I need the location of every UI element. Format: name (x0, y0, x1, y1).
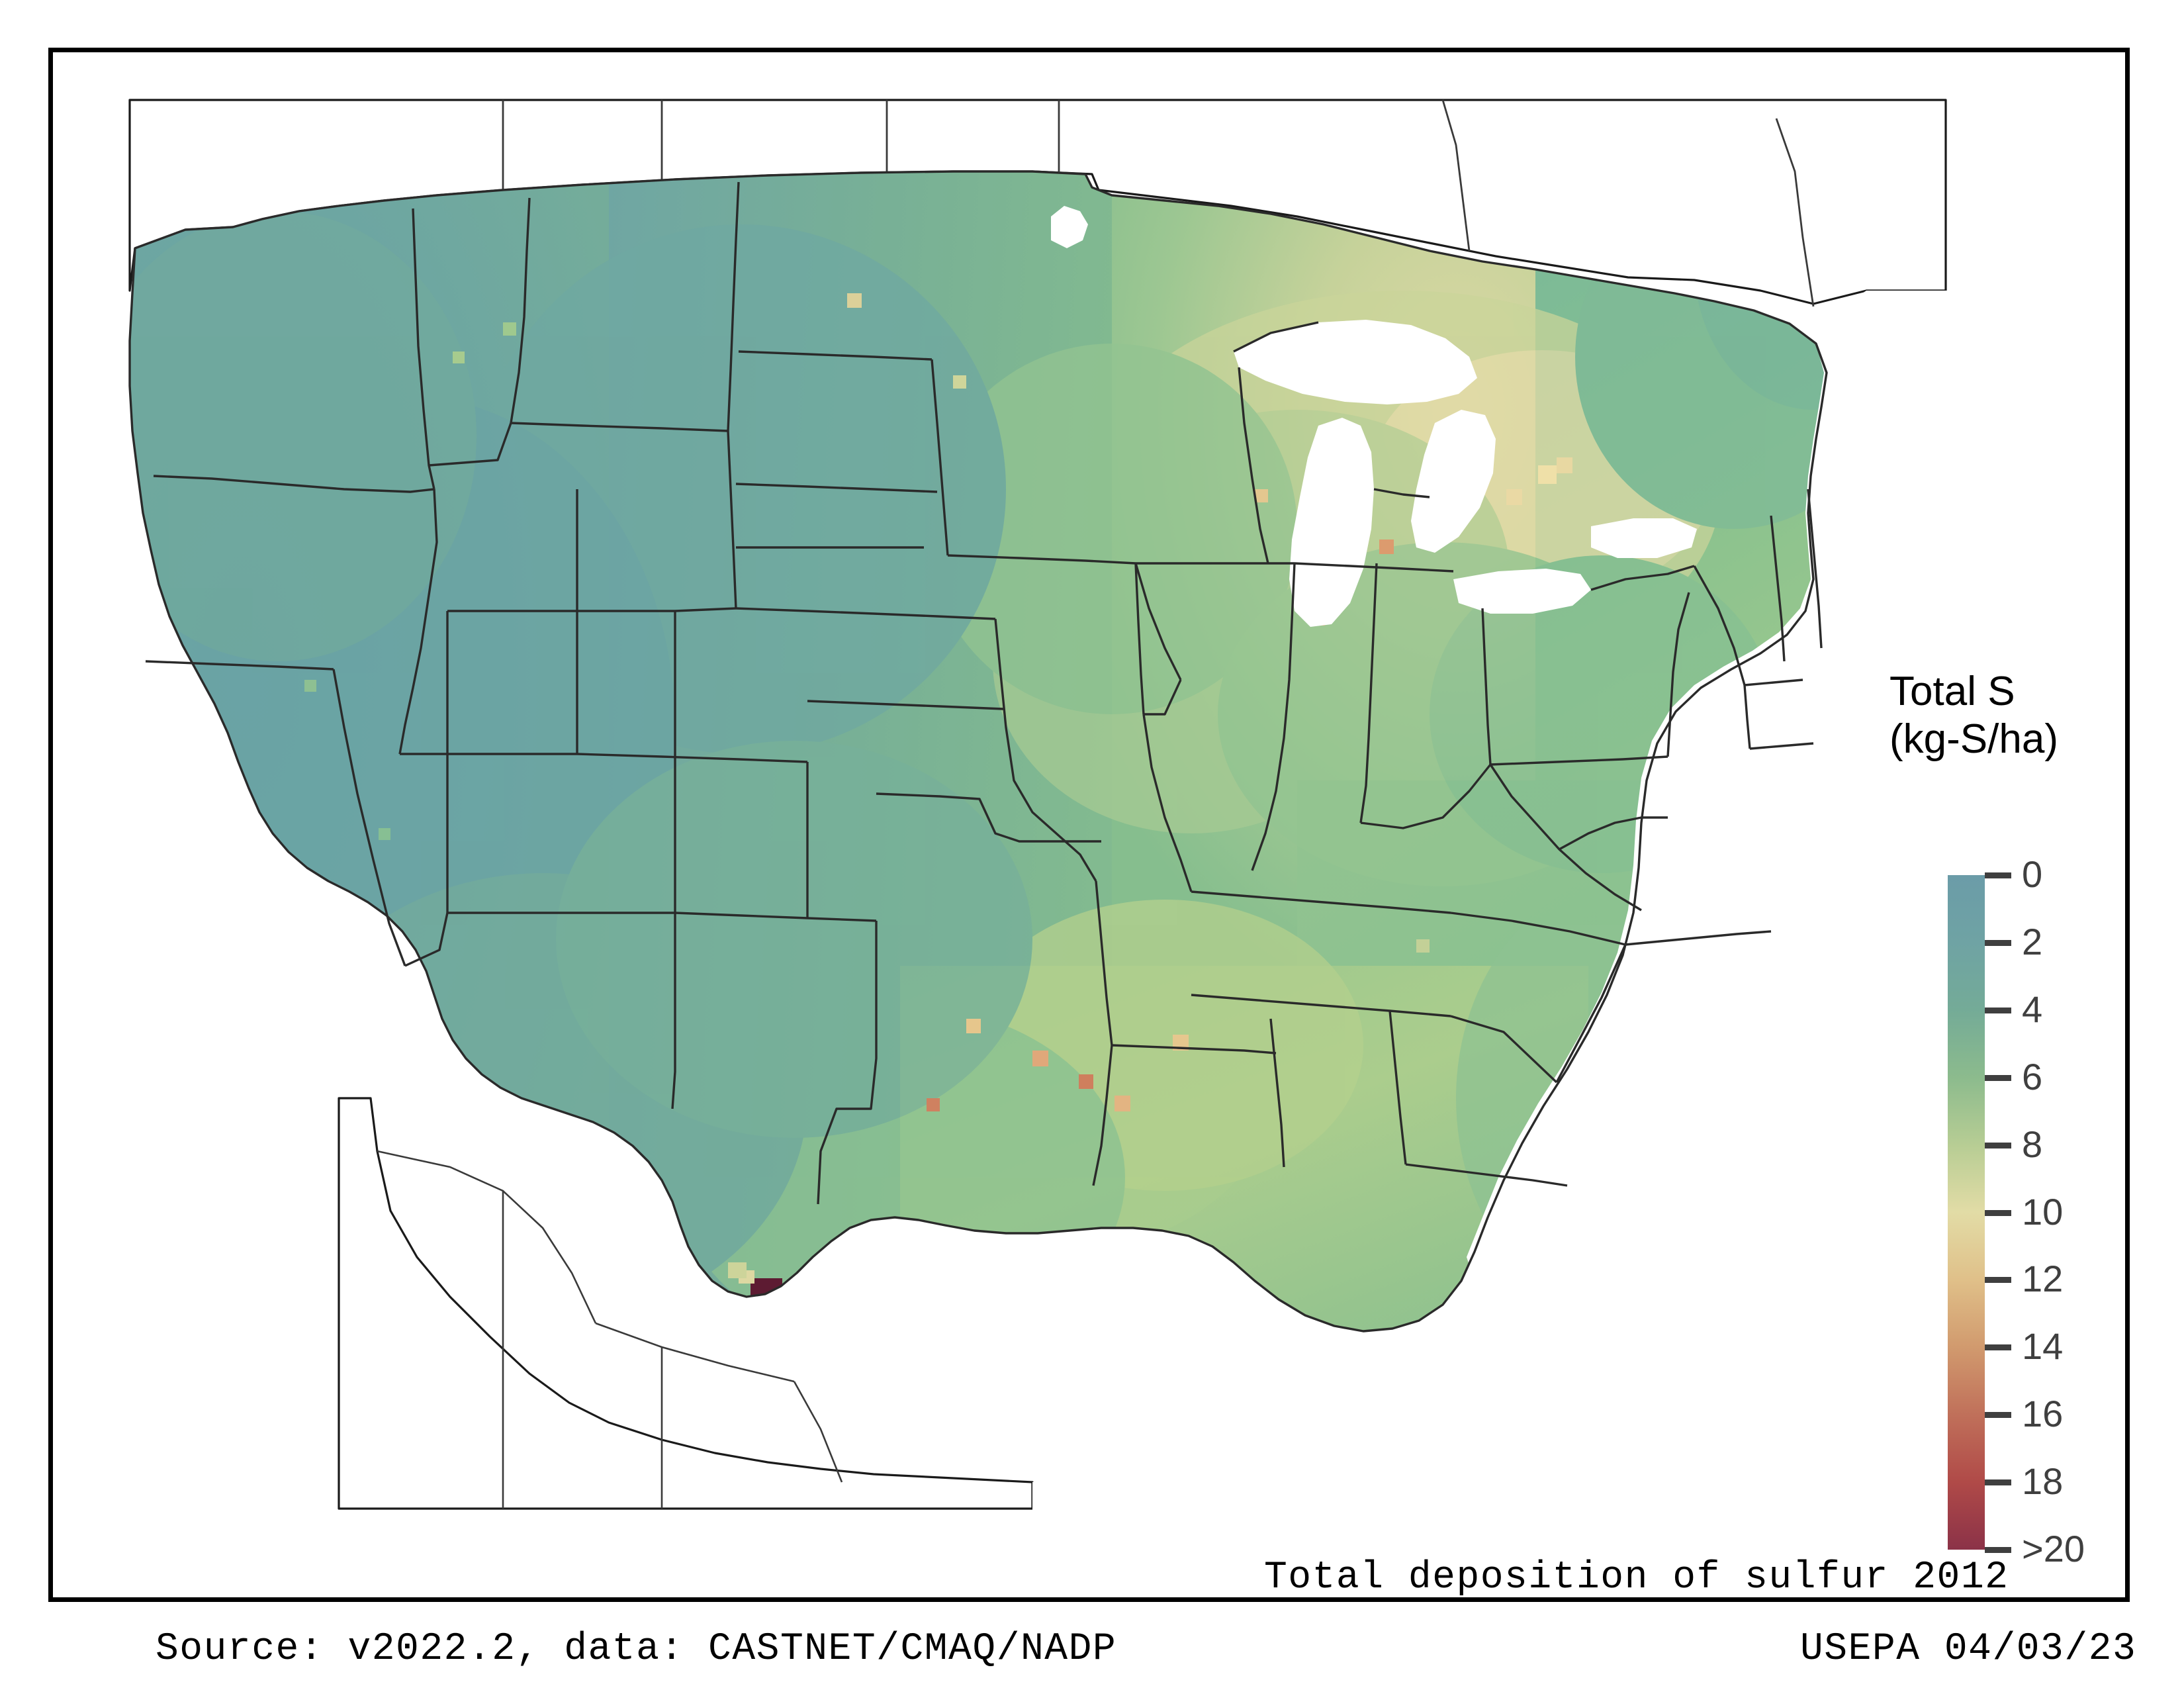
legend-panel: Total S (kg-S/ha) 0 2 4 6 8 10 12 14 16 18 >20 (1889, 668, 2184, 1568)
colorbar-tick-4 (1985, 1007, 2011, 1013)
colorbar-tick-0 (1985, 872, 2011, 878)
figure-frame: Total S (kg-S/ha) 0 2 4 6 8 10 12 14 16 18 >20 Tot… (48, 48, 2136, 1671)
colorbar-label-10: 10 (2022, 1190, 2064, 1233)
colorbar-tick-6 (1985, 1074, 2011, 1081)
colorbar-label-6: 6 (2022, 1055, 2043, 1098)
water-bodies (106, 92, 1952, 1515)
colorbar-label-4: 4 (2022, 988, 2043, 1030)
map-panel (106, 92, 1952, 1515)
map-title-caption: Total deposition of sulfur 2012 (1264, 1556, 2009, 1599)
colorbar-label-18: 18 (2022, 1460, 2064, 1503)
colorbar-label-16: 16 (2022, 1393, 2064, 1435)
agency-date-caption: USEPA 04/03/23 (1800, 1628, 2137, 1671)
colorbar-label-12: 12 (2022, 1258, 2064, 1300)
colorbar-label-gt20: >20 (2022, 1528, 2085, 1570)
colorbar-tick-10 (1985, 1209, 2011, 1216)
colorbar-label-2: 2 (2022, 920, 2043, 962)
colorbar-tick-gt20 (1985, 1547, 2011, 1553)
colorbar-tick-16 (1985, 1412, 2011, 1419)
colorbar-tick-14 (1985, 1344, 2011, 1351)
colorbar-label-0: 0 (2022, 853, 2043, 895)
colorbar-tick-8 (1985, 1142, 2011, 1149)
state-borders (128, 170, 1828, 1333)
colorbar-tick-2 (1985, 939, 2011, 946)
colorbar[interactable]: 0 2 4 6 8 10 12 14 16 18 >20 (1948, 856, 2085, 1568)
colorbar-label-14: 14 (2022, 1325, 2064, 1368)
us-deposition-map (106, 92, 1952, 1515)
colorbar-gradient (1948, 875, 1985, 1550)
canada-province-borders (502, 99, 1815, 307)
legend-title: Total S (kg-S/ha) (1889, 669, 2058, 762)
mexico-state-borders (377, 1150, 843, 1509)
source-caption: Source: v2022.2, data: CASTNET/CMAQ/NADP (156, 1628, 1117, 1671)
colorbar-label-8: 8 (2022, 1123, 2043, 1165)
colorbar-tick-18 (1985, 1479, 2011, 1486)
colorbar-tick-12 (1985, 1277, 2011, 1284)
